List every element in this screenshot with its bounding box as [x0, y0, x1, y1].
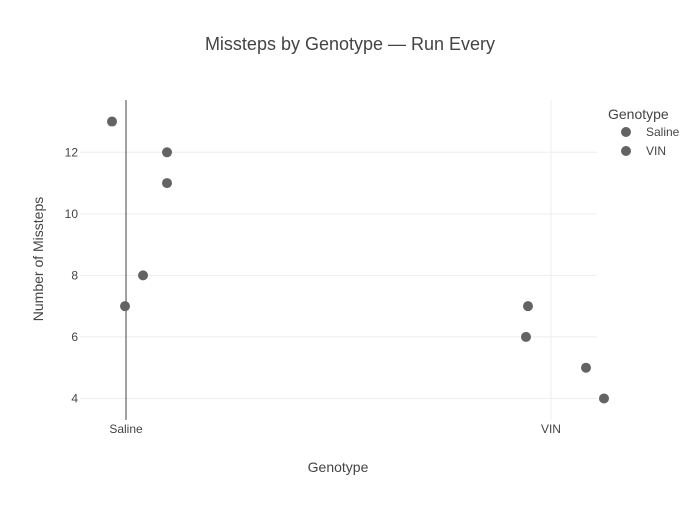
data-point-vin-0[interactable]: [522, 301, 533, 312]
points-layer: [107, 116, 609, 404]
data-point-saline-0[interactable]: [107, 116, 118, 127]
y-tick-label-10: 10: [65, 207, 79, 221]
y-tick-label-12: 12: [65, 145, 79, 159]
legend-item-saline[interactable]: Saline: [621, 125, 680, 139]
data-point-saline-3[interactable]: [138, 270, 149, 281]
legend: Genotype Saline VIN: [608, 106, 680, 158]
data-point-saline-1[interactable]: [162, 147, 173, 158]
data-point-vin-1[interactable]: [520, 331, 531, 342]
x-axis-title: Genotype: [308, 459, 369, 475]
grid-layer: [80, 151, 597, 399]
data-point-saline-4[interactable]: [120, 301, 131, 312]
x-tick-label-saline: Saline: [109, 422, 143, 436]
legend-title: Genotype: [608, 106, 669, 122]
axis-layer: 4 6 8 10 12 Saline VIN: [65, 100, 561, 436]
legend-item-vin[interactable]: VIN: [621, 144, 666, 158]
legend-label-vin: VIN: [646, 144, 666, 158]
y-tick-label-6: 6: [71, 330, 78, 344]
chart-title: Missteps by Genotype — Run Every: [205, 34, 495, 54]
y-tick-label-4: 4: [71, 391, 78, 405]
legend-marker-saline: [621, 127, 631, 137]
data-point-saline-2[interactable]: [162, 178, 173, 189]
legend-marker-vin: [621, 146, 631, 156]
data-point-vin-2[interactable]: [580, 362, 591, 373]
data-point-vin-3[interactable]: [598, 393, 609, 404]
y-tick-label-8: 8: [71, 268, 78, 282]
legend-label-saline: Saline: [646, 125, 680, 139]
x-tick-label-vin: VIN: [541, 422, 561, 436]
y-axis-title: Number of Missteps: [30, 197, 46, 321]
